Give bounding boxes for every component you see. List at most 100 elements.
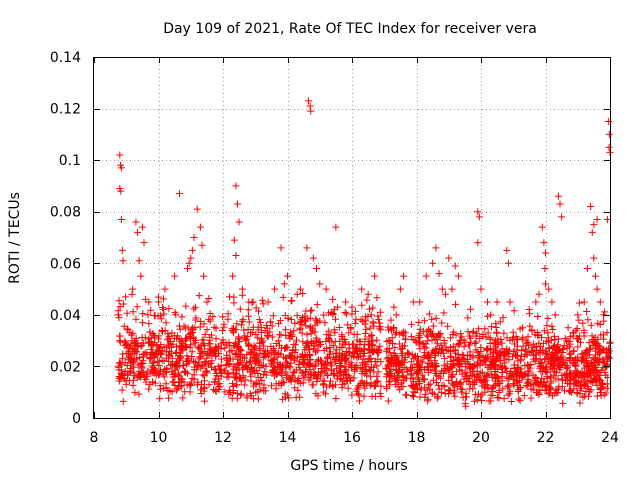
data-point <box>494 393 502 401</box>
data-point <box>384 397 392 405</box>
data-point <box>339 335 347 343</box>
data-point <box>451 262 459 270</box>
data-point <box>425 310 433 318</box>
data-point <box>483 373 491 381</box>
data-point <box>255 380 263 388</box>
data-point <box>139 351 147 359</box>
data-point <box>324 372 332 380</box>
data-point <box>215 365 223 373</box>
data-point <box>371 358 379 366</box>
data-point <box>467 334 475 342</box>
data-point <box>237 321 245 329</box>
data-point <box>209 313 217 321</box>
data-point <box>513 382 521 390</box>
data-point <box>572 380 580 388</box>
data-point <box>514 357 522 365</box>
data-point <box>161 327 169 335</box>
data-point <box>599 383 607 391</box>
data-point <box>254 388 262 396</box>
data-point <box>309 325 317 333</box>
data-point <box>437 341 445 349</box>
data-point <box>373 378 381 386</box>
data-point <box>338 384 346 392</box>
data-point <box>252 330 260 338</box>
data-point <box>207 346 215 354</box>
data-point <box>538 333 546 341</box>
data-point <box>123 325 131 333</box>
data-point <box>484 329 492 337</box>
data-point <box>172 358 180 366</box>
data-point <box>207 363 215 371</box>
data-point <box>510 364 518 372</box>
data-point <box>217 340 225 348</box>
data-point <box>499 314 507 322</box>
data-point <box>374 346 382 354</box>
data-point <box>554 341 562 349</box>
data-point <box>374 368 382 376</box>
data-point <box>293 336 301 344</box>
data-point <box>178 347 186 355</box>
data-point <box>154 335 162 343</box>
data-point <box>250 342 258 350</box>
data-point <box>518 372 526 380</box>
data-point <box>162 348 170 356</box>
data-point <box>197 386 205 394</box>
x-tick-label: 24 <box>601 430 619 446</box>
data-point <box>422 272 430 280</box>
data-point <box>598 379 606 387</box>
data-point <box>270 345 278 353</box>
data-point <box>385 360 393 368</box>
data-point <box>397 359 405 367</box>
data-point <box>597 392 605 400</box>
data-point <box>361 320 369 328</box>
data-point <box>600 311 608 319</box>
data-point <box>322 337 330 345</box>
data-point <box>240 354 248 362</box>
data-point <box>375 316 383 324</box>
data-point <box>273 359 281 367</box>
x-tick-label: 12 <box>214 430 232 446</box>
data-point <box>247 351 255 359</box>
data-point <box>301 346 309 354</box>
data-point <box>554 385 562 393</box>
data-point <box>276 317 284 325</box>
data-point <box>162 380 170 388</box>
data-point <box>345 329 353 337</box>
data-point <box>593 392 601 400</box>
data-point <box>145 298 153 306</box>
data-point <box>606 354 614 362</box>
data-point <box>289 347 297 355</box>
data-point <box>358 285 366 293</box>
x-tick-label: 8 <box>90 430 99 446</box>
data-point <box>414 373 422 381</box>
data-point <box>292 393 300 401</box>
data-point <box>134 343 142 351</box>
data-point <box>304 97 312 105</box>
data-point <box>136 353 144 361</box>
data-points <box>114 97 614 410</box>
data-point <box>147 369 155 377</box>
data-point <box>464 328 472 336</box>
data-point <box>159 304 167 312</box>
data-point <box>150 354 158 362</box>
data-point <box>163 364 171 372</box>
data-point <box>583 264 591 272</box>
data-point <box>416 298 424 306</box>
data-point <box>244 340 252 348</box>
data-point <box>329 295 337 303</box>
data-point <box>361 330 369 338</box>
axis-ticks <box>94 57 611 419</box>
data-point <box>603 361 611 369</box>
data-point <box>525 369 533 377</box>
data-point <box>545 390 553 398</box>
data-point <box>200 272 208 280</box>
data-point <box>424 350 432 358</box>
data-point <box>506 336 514 344</box>
data-point <box>338 350 346 358</box>
data-point <box>190 305 198 313</box>
data-point <box>115 366 123 374</box>
data-point <box>574 311 582 319</box>
data-point <box>415 331 423 339</box>
data-point <box>478 396 486 404</box>
data-point <box>464 355 472 363</box>
